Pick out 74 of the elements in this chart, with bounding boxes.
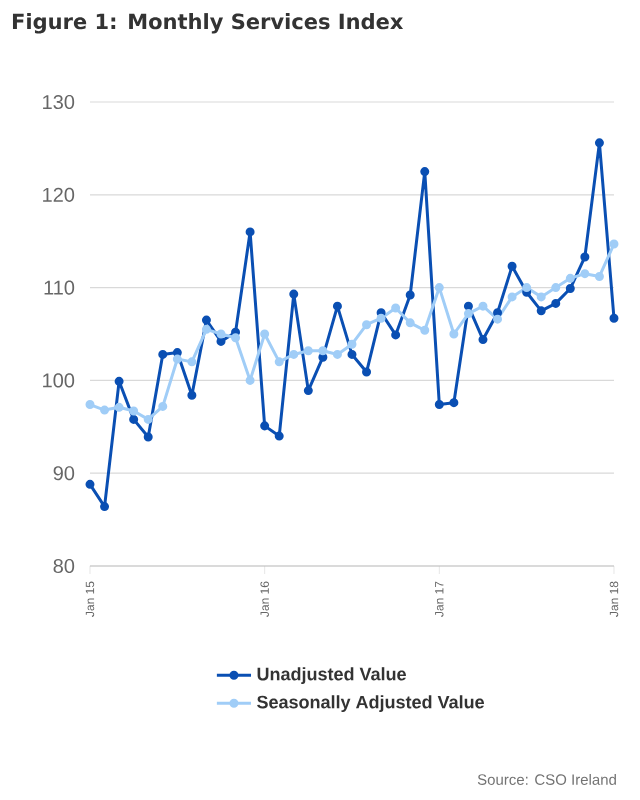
point xyxy=(594,138,604,148)
y-tick-label: 90 xyxy=(53,466,75,481)
point xyxy=(580,269,590,279)
point xyxy=(303,386,313,396)
legend-label: Unadjusted Value xyxy=(257,667,406,684)
point xyxy=(274,357,284,367)
point xyxy=(609,313,619,323)
point xyxy=(187,357,197,367)
point xyxy=(274,431,284,441)
point xyxy=(332,349,342,359)
point xyxy=(231,333,241,343)
point xyxy=(85,400,95,410)
point xyxy=(551,298,561,308)
point xyxy=(551,283,561,293)
point xyxy=(114,402,124,412)
point xyxy=(463,301,473,311)
point xyxy=(143,432,153,442)
point xyxy=(594,271,604,281)
y-tick-label: 80 xyxy=(53,558,75,574)
point xyxy=(391,330,401,340)
point xyxy=(158,401,168,411)
point xyxy=(187,390,197,400)
point xyxy=(536,292,546,302)
point xyxy=(332,301,342,311)
point xyxy=(245,227,255,237)
point xyxy=(391,303,401,313)
point xyxy=(289,349,299,359)
point xyxy=(260,329,270,339)
y-tick-label: 110 xyxy=(44,280,75,295)
point xyxy=(580,252,590,262)
y-tick-label: 100 xyxy=(43,373,75,388)
point xyxy=(536,306,546,316)
y-tick-label: 120 xyxy=(43,187,75,202)
point xyxy=(129,414,139,424)
point xyxy=(463,309,473,319)
point xyxy=(216,336,226,346)
point xyxy=(100,502,110,512)
point xyxy=(201,324,211,334)
point xyxy=(318,346,328,356)
point xyxy=(362,320,372,330)
point xyxy=(303,346,313,356)
point xyxy=(434,400,444,410)
point xyxy=(449,398,459,408)
point xyxy=(347,339,357,349)
point xyxy=(420,167,430,177)
point xyxy=(507,292,517,302)
legend-label: Seasonally Adjusted Value xyxy=(257,695,485,713)
point xyxy=(347,349,357,359)
point xyxy=(85,479,95,489)
point xyxy=(362,367,372,377)
point xyxy=(129,406,139,416)
point xyxy=(609,239,619,249)
point xyxy=(405,290,415,300)
point xyxy=(260,421,270,431)
point xyxy=(376,313,386,323)
point xyxy=(172,354,182,364)
point xyxy=(201,315,211,325)
chart-title: Figure 1: Monthly Services Index xyxy=(12,13,404,34)
point xyxy=(478,335,488,345)
point xyxy=(565,284,575,294)
point xyxy=(478,301,488,311)
point xyxy=(100,405,110,415)
point xyxy=(158,349,168,359)
y-tick-label: 130 xyxy=(43,94,75,110)
point xyxy=(565,273,575,283)
point xyxy=(289,289,299,299)
point xyxy=(143,414,153,424)
point xyxy=(420,325,430,335)
point xyxy=(405,318,415,328)
point xyxy=(507,261,517,271)
point xyxy=(449,329,459,339)
point xyxy=(216,329,226,339)
point xyxy=(114,376,124,386)
point xyxy=(493,314,503,324)
